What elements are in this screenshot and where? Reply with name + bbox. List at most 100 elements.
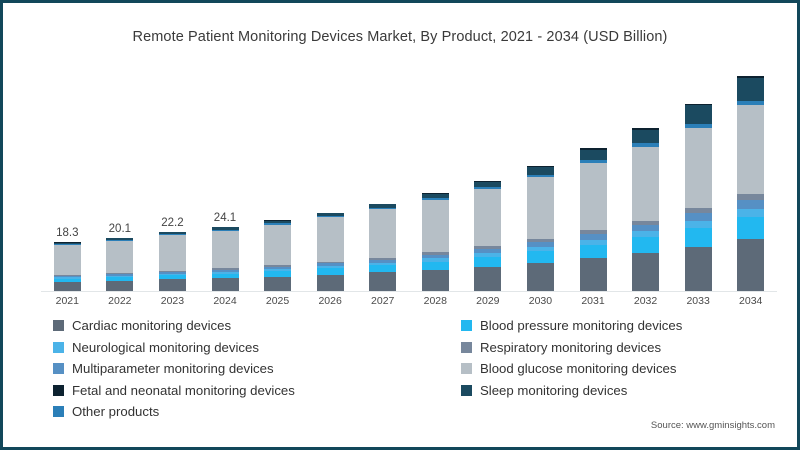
- bar-segment: [684, 246, 712, 291]
- bar-segment: [264, 266, 292, 270]
- legend-item[interactable]: Respiratory monitoring devices: [461, 340, 761, 354]
- bar-segment: [526, 251, 554, 263]
- bar-column[interactable]: 18.3: [53, 227, 81, 291]
- bar-segment: [369, 204, 397, 208]
- bar-column[interactable]: [632, 127, 660, 291]
- bar-column[interactable]: [474, 180, 502, 291]
- legend-label: Blood pressure monitoring devices: [480, 318, 683, 333]
- bar-segment: [526, 177, 554, 240]
- bar-column[interactable]: [526, 165, 554, 291]
- legend-item[interactable]: Multiparameter monitoring devices: [53, 362, 461, 375]
- x-axis-tick-label: 2026: [318, 295, 342, 307]
- bar-segment: [211, 273, 239, 279]
- legend-item[interactable]: Neurological monitoring devices: [53, 339, 461, 355]
- legend-label: Sleep monitoring devices: [480, 382, 628, 398]
- bar-stack: 24.1: [211, 212, 239, 291]
- bar-segment: [526, 167, 554, 175]
- legend-item[interactable]: Blood glucose monitoring devices: [461, 362, 761, 375]
- bar-segment: [106, 274, 134, 276]
- bar-segment: [316, 261, 344, 264]
- bar-segment: [158, 273, 186, 276]
- bar-segment: [264, 269, 292, 272]
- bar-segment: [53, 244, 81, 246]
- bar-segment: [316, 217, 344, 262]
- bar-segment: [474, 256, 502, 267]
- bar-segment: [53, 242, 81, 245]
- bar-column[interactable]: [737, 75, 765, 291]
- bar-segment: [579, 162, 607, 231]
- bar-segment: [737, 100, 765, 106]
- bar-segment: [264, 271, 292, 277]
- legend-item[interactable]: Other products: [53, 405, 461, 418]
- bar-segment: [53, 281, 81, 291]
- legend-row: Cardiac monitoring devices Blood pressure…: [53, 319, 765, 341]
- bar-column[interactable]: [369, 203, 397, 291]
- x-axis-tick-label: 2029: [476, 295, 500, 307]
- bar-segment: [474, 189, 502, 247]
- bar-segment: [316, 216, 344, 218]
- bar-segment: [421, 254, 449, 259]
- bar-segment: [632, 237, 660, 253]
- bar-segment: [474, 249, 502, 253]
- bar-segment: [632, 231, 660, 238]
- bar-segment: [579, 258, 607, 291]
- bar-column[interactable]: [684, 103, 712, 291]
- bar-segment: [106, 275, 134, 278]
- bar-segment: [316, 274, 344, 291]
- legend-color-swatch-icon: [53, 406, 64, 418]
- bar-segment: [106, 237, 134, 240]
- legend-color-swatch-icon: [461, 320, 472, 332]
- bar-segment: [474, 181, 502, 188]
- bar-segment: [106, 240, 134, 273]
- bar-segment: [632, 143, 660, 147]
- bar-column[interactable]: [316, 212, 344, 291]
- bar-segment: [264, 220, 292, 224]
- bar-segment: [526, 247, 554, 252]
- bar-segment: [316, 263, 344, 267]
- bar-segment: [579, 234, 607, 240]
- bar-segment: [684, 227, 712, 247]
- legend-item[interactable]: Fetal and neonatal monitoring devices: [53, 383, 461, 397]
- bar-segment: [421, 258, 449, 262]
- x-axis-tick-label: 2021: [55, 295, 79, 307]
- legend-item[interactable]: Sleep monitoring devices: [461, 382, 761, 398]
- bar-segment: [737, 216, 765, 240]
- legend: Cardiac monitoring devices Blood pressure…: [53, 319, 765, 427]
- x-axis-tick-label: 2033: [686, 295, 710, 307]
- bar-segment: [684, 127, 712, 209]
- x-axis-tick-label: 2027: [371, 295, 395, 307]
- legend-item[interactable]: Cardiac monitoring devices: [53, 319, 461, 332]
- bar-column[interactable]: [264, 220, 292, 291]
- bar-segment: [632, 127, 660, 130]
- bar-segment: [474, 180, 502, 182]
- bar-segment: [579, 239, 607, 245]
- bar-segment: [526, 242, 554, 248]
- bar-segment: [421, 261, 449, 270]
- legend-item[interactable]: Blood pressure monitoring devices: [461, 319, 761, 332]
- bar-segment: [579, 159, 607, 163]
- bar-segment: [211, 268, 239, 270]
- bar-segment: [158, 275, 186, 280]
- x-axis-tick-label: 2031: [581, 295, 605, 307]
- bar-segment: [632, 220, 660, 225]
- bar-segment: [684, 208, 712, 214]
- bar-column[interactable]: 20.1: [106, 223, 134, 291]
- bar-segment: [369, 259, 397, 263]
- bar-segment: [316, 212, 344, 216]
- bar-column[interactable]: 22.2: [158, 217, 186, 291]
- bar-segment: [158, 235, 186, 271]
- bar-column[interactable]: [579, 148, 607, 291]
- bar-column[interactable]: 24.1: [211, 212, 239, 291]
- legend-label: Neurological monitoring devices: [72, 339, 259, 355]
- bar-segment: [264, 265, 292, 267]
- bar-segment: [474, 187, 502, 190]
- bar-segment: [264, 224, 292, 266]
- x-axis-tick-label: 2023: [160, 295, 185, 307]
- x-axis: 2021 2022 2023 2024 2025 2026 2027 2028 2029 2030…: [41, 295, 777, 313]
- bar-segment: [369, 209, 397, 258]
- source-attribution: Source: www.gminsights.com: [650, 420, 775, 431]
- legend-row: Fetal and neonatal monitoring devices Sle…: [53, 382, 765, 406]
- bar-segment: [474, 246, 502, 250]
- x-axis-tick-label: 2032: [633, 295, 658, 307]
- bar-column[interactable]: [421, 193, 449, 291]
